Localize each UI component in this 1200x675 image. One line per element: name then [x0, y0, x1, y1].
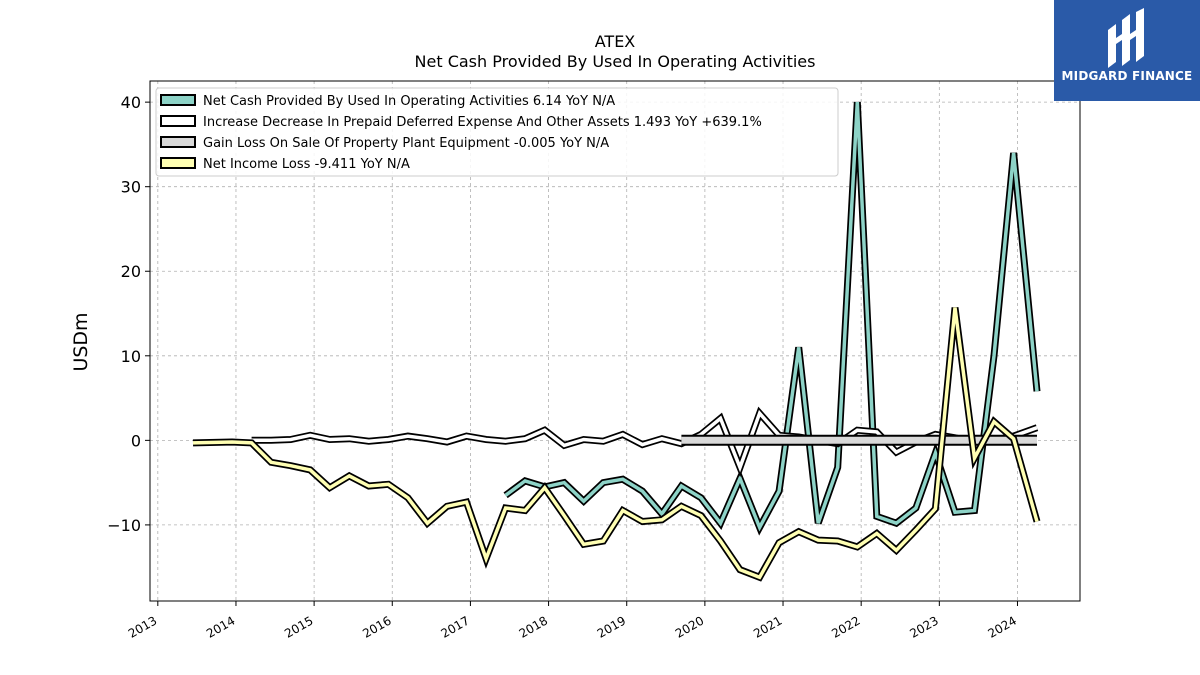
legend-label-0: Net Cash Provided By Used In Operating A… — [203, 94, 615, 109]
series-line-1 — [251, 409, 1038, 473]
x-tick-label: 2017 — [438, 613, 471, 640]
y-tick-label: 30 — [121, 178, 141, 197]
y-axis: −10 0 10 20 30 40 — [107, 93, 150, 535]
legend-swatch-0 — [160, 94, 196, 106]
y-tick-label: 40 — [121, 93, 141, 112]
midgard-m-icon — [1108, 8, 1144, 68]
legend-swatch-2 — [160, 136, 196, 148]
x-tick-label: 2019 — [595, 613, 628, 640]
x-tick-label: 2022 — [829, 613, 862, 640]
x-tick-label: 2018 — [517, 613, 550, 640]
y-axis-label: USDm — [70, 312, 92, 371]
x-tick-label: 2021 — [751, 613, 784, 640]
plot-frame — [149, 80, 1081, 602]
x-tick-label: 2016 — [360, 613, 393, 640]
legend-label-3: Net Income Loss -9.411 YoY N/A — [203, 157, 410, 172]
series-lines — [192, 101, 1041, 582]
chart-subtitle: Net Cash Provided By Used In Operating A… — [415, 52, 816, 71]
y-tick-label: 20 — [121, 262, 141, 281]
y-tick-label: 10 — [121, 347, 141, 366]
legend-swatch-1 — [160, 115, 196, 127]
x-tick-label: 2013 — [126, 613, 159, 640]
series-line-3 — [192, 307, 1039, 580]
x-tick-label: 2024 — [986, 613, 1019, 640]
x-axis: 2013 2014 2015 2016 2017 2018 2019 2020 2021 2022… — [126, 601, 1019, 641]
y-tick-label: −10 — [107, 516, 141, 535]
logo-text: MIDGARD FINANCE — [1061, 69, 1193, 83]
x-tick-label: 2014 — [204, 613, 237, 640]
legend-label-2: Gain Loss On Sale Of Property Plant Equi… — [203, 136, 609, 151]
series-line-0 — [504, 102, 1039, 532]
chart-title: ATEX — [595, 32, 636, 51]
x-tick-label: 2020 — [673, 613, 706, 640]
midgard-logo: MIDGARD FINANCE — [1054, 0, 1200, 101]
legend: Net Cash Provided By Used In Operating A… — [155, 87, 839, 177]
legend-box — [155, 87, 839, 177]
x-tick-label: 2015 — [282, 613, 315, 640]
y-tick-label: 0 — [131, 431, 141, 450]
x-tick-label: 2023 — [907, 613, 940, 640]
legend-label-1: Increase Decrease In Prepaid Deferred Ex… — [203, 115, 762, 130]
legend-swatch-3 — [160, 157, 196, 169]
